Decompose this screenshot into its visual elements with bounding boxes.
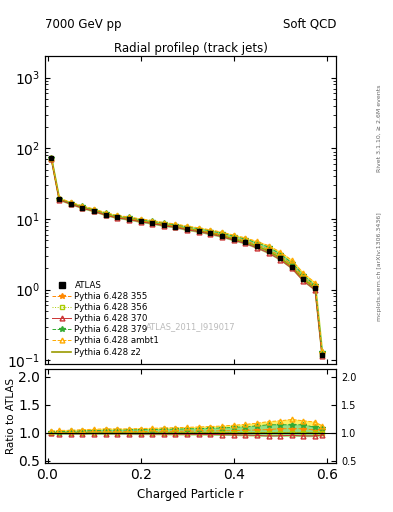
Legend: ATLAS, Pythia 6.428 355, Pythia 6.428 356, Pythia 6.428 370, Pythia 6.428 379, P: ATLAS, Pythia 6.428 355, Pythia 6.428 35… xyxy=(50,278,162,359)
Text: Soft QCD: Soft QCD xyxy=(283,18,336,31)
Text: ATLAS_2011_I919017: ATLAS_2011_I919017 xyxy=(146,322,235,331)
Title: Radial profileρ (track jets): Radial profileρ (track jets) xyxy=(114,42,268,55)
X-axis label: Charged Particle r: Charged Particle r xyxy=(138,488,244,501)
Text: 7000 GeV pp: 7000 GeV pp xyxy=(45,18,122,31)
Text: mcplots.cern.ch [arXiv:1306.3436]: mcplots.cern.ch [arXiv:1306.3436] xyxy=(377,212,382,321)
Y-axis label: Ratio to ATLAS: Ratio to ATLAS xyxy=(6,378,16,454)
Text: Rivet 3.1.10, ≥ 2.6M events: Rivet 3.1.10, ≥ 2.6M events xyxy=(377,84,382,172)
